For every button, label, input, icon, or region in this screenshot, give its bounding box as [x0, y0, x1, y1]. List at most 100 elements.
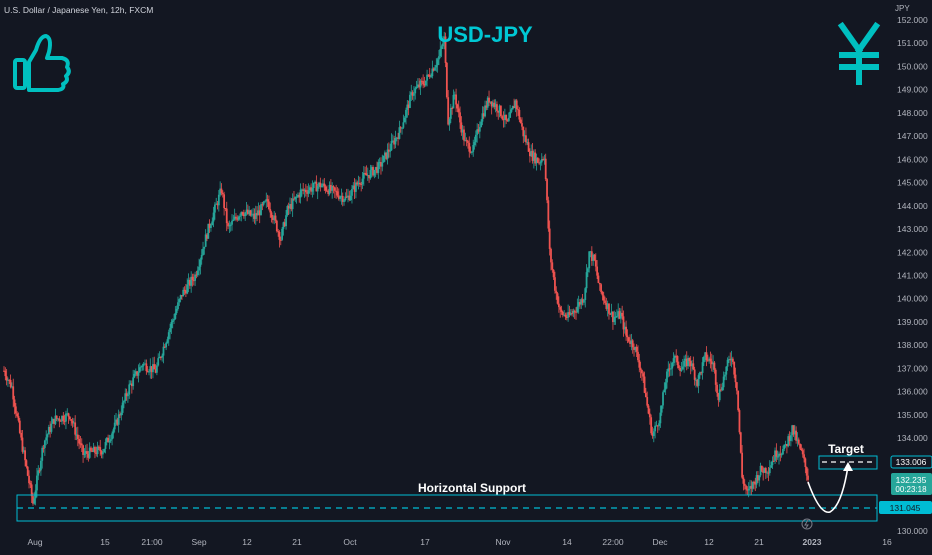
candle-down: [277, 231, 280, 233]
candle-up: [702, 356, 705, 363]
candle-down: [675, 355, 678, 357]
candle-up: [286, 206, 289, 216]
x-tick-label: 21: [292, 537, 302, 547]
candle-down: [150, 366, 153, 373]
time-axis[interactable]: Aug 15 21:00 Sep 12 21 Oct 17 Nov 14 22:00 Dec 12 21 2…: [27, 537, 892, 547]
candle-up: [484, 105, 486, 117]
candle-down: [70, 419, 73, 421]
candle-down: [733, 361, 736, 375]
candle-down: [741, 452, 743, 478]
candle-down: [729, 359, 732, 361]
candle-down: [411, 92, 414, 96]
y-tick-label: 140.000: [897, 294, 928, 304]
candle-up: [751, 481, 754, 489]
candle-up: [630, 340, 633, 344]
candle-down: [310, 187, 313, 192]
candle-down: [159, 356, 162, 358]
candle-up: [369, 170, 372, 179]
candle-up: [370, 167, 373, 171]
candle-up: [449, 107, 452, 119]
candle-down: [223, 194, 226, 208]
candle-down: [804, 458, 807, 468]
candle-down: [700, 372, 703, 374]
candle-down: [767, 472, 770, 474]
candle-down: [55, 415, 58, 419]
candle-down: [21, 437, 24, 452]
candle-down: [463, 129, 465, 141]
candle-down: [407, 104, 410, 108]
candle-up: [473, 142, 476, 145]
y-tick-label: 134.000: [897, 433, 928, 443]
candle-up: [291, 198, 294, 210]
x-tick-label: Oct: [343, 537, 357, 547]
candle-down: [302, 189, 305, 191]
candle-down: [527, 142, 530, 152]
candle-down: [551, 262, 554, 270]
candle-up: [117, 414, 120, 425]
candle-up: [530, 150, 533, 157]
candle-up: [592, 254, 595, 261]
candle-up: [791, 425, 794, 436]
candle-up: [142, 363, 145, 366]
candle-down: [705, 352, 708, 361]
candle-down: [353, 185, 356, 192]
candle-up: [126, 394, 129, 397]
candle-up: [155, 365, 158, 373]
candle-up: [194, 274, 197, 281]
candle-up: [307, 190, 310, 194]
candle-up: [658, 423, 660, 427]
candle-down: [568, 312, 571, 315]
chart-title: USD-JPY: [437, 22, 533, 47]
candle-up: [724, 374, 726, 377]
candle-up: [472, 144, 475, 152]
x-tick-label: 12: [242, 537, 252, 547]
candle-up: [177, 302, 179, 309]
candle-down: [807, 475, 809, 480]
candle-down: [220, 188, 223, 193]
candle-down: [598, 282, 601, 285]
candle-down: [372, 167, 374, 176]
candle-up: [511, 106, 514, 110]
candle-down: [278, 231, 281, 240]
candle-up: [606, 303, 609, 309]
candle-up: [377, 162, 380, 173]
candle-up: [481, 113, 484, 122]
candle-down: [12, 386, 15, 400]
candle-up: [654, 425, 657, 432]
candle-up: [610, 311, 613, 315]
candle-down: [685, 358, 688, 367]
candle-up: [228, 225, 231, 227]
candle-up: [308, 187, 311, 191]
candle-down: [261, 204, 264, 206]
candle-down: [799, 443, 801, 449]
candle-down: [270, 212, 273, 218]
event-marker-icon[interactable]: [801, 518, 813, 530]
candle-up: [755, 475, 758, 485]
candle-down: [116, 419, 119, 425]
candle-down: [32, 496, 34, 504]
candle-up: [300, 189, 303, 191]
candle-down: [293, 198, 295, 200]
candle-down: [420, 80, 423, 82]
candle-down: [644, 392, 647, 398]
candle-down: [734, 374, 737, 383]
candle-down: [536, 157, 539, 163]
candle-up: [297, 194, 299, 197]
candle-up: [351, 188, 353, 196]
candle-up: [569, 313, 572, 315]
candle-up: [704, 352, 707, 357]
candle-down: [298, 194, 301, 198]
candle-down: [609, 313, 612, 315]
candle-down: [548, 228, 551, 249]
candle-up: [540, 159, 543, 163]
candle-up: [523, 135, 526, 137]
candle-up: [237, 216, 240, 220]
y-tick-label: 135.000: [897, 410, 928, 420]
candle-up: [613, 317, 616, 323]
candle-down: [515, 100, 518, 110]
candle-up: [634, 346, 637, 350]
candle-up: [57, 418, 59, 420]
candle-up: [240, 212, 243, 216]
candle-up: [217, 194, 220, 206]
